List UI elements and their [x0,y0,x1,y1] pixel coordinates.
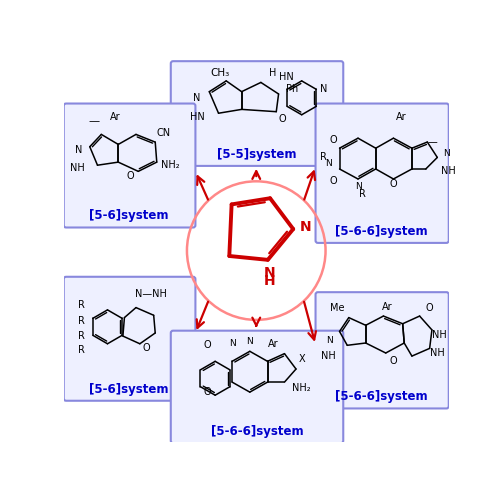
Text: Ar: Ar [396,112,406,122]
Text: Me: Me [330,303,344,313]
Text: NH: NH [321,351,336,361]
Text: R: R [78,316,84,326]
Text: N: N [194,93,201,103]
Text: [5-5]system: [5-5]system [218,148,297,161]
Text: R: R [78,300,84,310]
Text: N: N [74,145,82,155]
Text: O: O [330,136,337,146]
FancyBboxPatch shape [316,103,449,243]
Text: N: N [325,159,332,168]
Text: N: N [442,149,450,158]
Text: H: H [268,68,276,78]
Text: Ar: Ar [110,112,120,122]
Text: O: O [278,114,286,124]
Text: H: H [264,274,275,288]
Text: N: N [300,220,311,234]
Text: O: O [390,179,397,189]
Text: HN: HN [190,112,204,122]
Text: Ar: Ar [382,302,392,312]
Text: N—NH: N—NH [136,289,168,300]
Text: N: N [228,339,235,348]
FancyBboxPatch shape [64,277,196,401]
Text: NH: NH [70,163,84,172]
Text: N: N [326,336,334,345]
Text: Ph: Ph [286,83,298,93]
Text: NH₂: NH₂ [292,383,311,393]
Text: NH₂: NH₂ [162,160,180,170]
Text: O: O [204,387,212,397]
Text: X: X [298,354,305,364]
Text: R: R [320,153,327,163]
Text: R: R [359,189,366,199]
Text: —: — [427,137,437,147]
Text: NH: NH [432,331,446,340]
Text: N: N [320,83,328,93]
Text: NH: NH [441,166,456,176]
Text: [5-6]system: [5-6]system [90,383,169,396]
Text: [5-6-6]system: [5-6-6]system [210,425,304,438]
Text: R: R [78,331,84,341]
Text: [5-6]system: [5-6]system [90,209,169,223]
FancyBboxPatch shape [171,331,344,443]
Text: O: O [330,175,337,185]
Text: CH₃: CH₃ [210,68,230,78]
Text: [5-6-6]system: [5-6-6]system [336,391,428,404]
FancyBboxPatch shape [171,61,344,166]
Text: O: O [390,356,397,366]
Text: HN: HN [278,73,293,83]
Text: R: R [78,345,84,355]
Text: N: N [246,337,253,346]
Text: —: — [88,116,99,126]
Text: [5-6-6]system: [5-6-6]system [336,225,428,238]
Text: O: O [426,303,434,313]
FancyBboxPatch shape [316,292,449,409]
Text: O: O [127,171,134,181]
Text: N: N [354,182,362,191]
Text: NH: NH [430,348,444,358]
Text: N: N [264,266,275,280]
FancyBboxPatch shape [64,103,196,228]
Text: O: O [142,343,150,353]
Text: Ar: Ar [268,339,278,349]
Text: O: O [204,340,212,350]
Text: CN: CN [157,128,171,138]
